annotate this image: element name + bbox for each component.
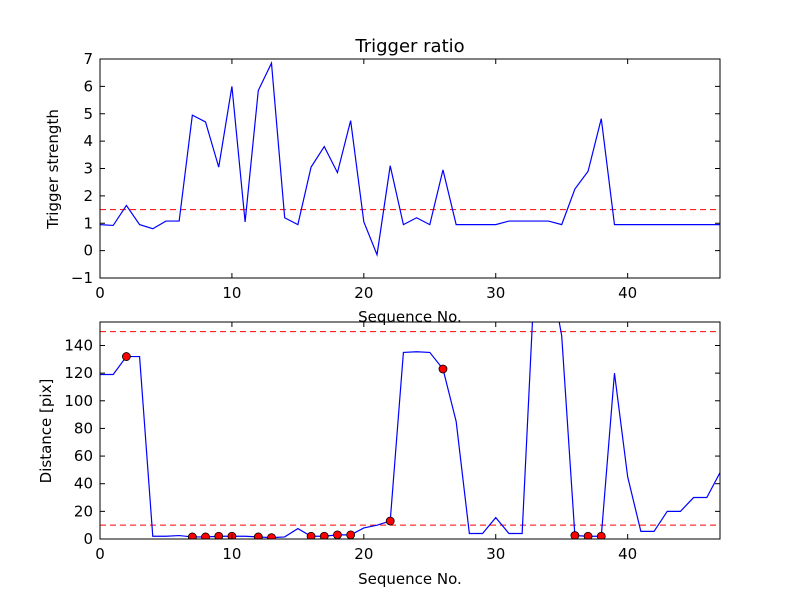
bottom-y-tick-label: 0 — [83, 530, 93, 548]
bottom-series-line-0 — [100, 322, 720, 539]
top-y-tick-label: 0 — [83, 242, 93, 260]
bottom-axes-frame — [99, 321, 721, 540]
bottom-marker-point — [438, 364, 448, 374]
bottom-x-tick-label: 20 — [354, 545, 373, 563]
x-axis-label-top: Sequence No. — [358, 308, 462, 326]
bottom-y-tick-label: 60 — [74, 447, 93, 465]
bottom-marker-point — [121, 352, 131, 361]
bottom-marker-point — [253, 532, 263, 539]
bottom-y-tick-label: 40 — [74, 475, 93, 493]
top-y-tick-label: −1 — [71, 269, 93, 287]
bottom-y-tick-label: 100 — [64, 392, 93, 410]
top-y-tick-label: 6 — [83, 77, 93, 95]
bottom-y-tick-label: 80 — [74, 419, 93, 437]
bottom-marker-point — [201, 532, 210, 539]
bottom-marker-point — [306, 531, 316, 539]
bottom-y-tick-label: 140 — [64, 336, 93, 354]
bottom-marker-point — [570, 531, 580, 539]
top-x-tick-label: 30 — [486, 284, 505, 302]
bottom-marker-point — [187, 532, 197, 539]
chart-title: Trigger ratio — [354, 36, 464, 57]
top-y-tick-label: 4 — [83, 132, 93, 150]
bottom-marker-point — [346, 530, 356, 539]
top-y-tick-label: 5 — [83, 105, 93, 123]
bottom-x-tick-label: 30 — [486, 545, 505, 563]
top-y-tick-label: 7 — [83, 50, 93, 68]
top-axes-frame — [99, 58, 721, 279]
bottom-marker-point — [267, 533, 276, 539]
top-x-tick-label: 0 — [95, 284, 105, 302]
bottom-x-tick-label: 0 — [95, 545, 105, 563]
bottom-marker-point — [319, 531, 329, 539]
top-plot-area — [100, 60, 720, 258]
y-axis-label-top: Trigger strength — [44, 109, 62, 230]
bottom-marker-point — [583, 531, 593, 539]
bottom-plot-area — [100, 322, 720, 539]
bottom-marker-point — [214, 531, 224, 539]
bottom-y-tick-label: 20 — [74, 502, 93, 520]
top-y-tick-label: 1 — [83, 214, 93, 232]
y-axis-label-bottom: Distance [pix] — [37, 379, 55, 484]
top-series-line-0 — [100, 60, 720, 258]
top-x-tick-label: 20 — [354, 284, 373, 302]
bottom-marker-point — [333, 530, 342, 539]
bottom-y-tick-label: 120 — [64, 364, 93, 382]
x-axis-label-bottom: Sequence No. — [358, 570, 462, 588]
bottom-marker-point — [385, 516, 395, 526]
bottom-marker-point — [596, 531, 606, 539]
top-y-tick-label: 2 — [83, 187, 93, 205]
top-y-tick-label: 3 — [83, 160, 93, 178]
top-x-tick-label: 10 — [222, 284, 241, 302]
bottom-x-tick-label: 40 — [618, 545, 637, 563]
bottom-x-tick-label: 10 — [222, 545, 241, 563]
top-x-tick-label: 40 — [618, 284, 637, 302]
